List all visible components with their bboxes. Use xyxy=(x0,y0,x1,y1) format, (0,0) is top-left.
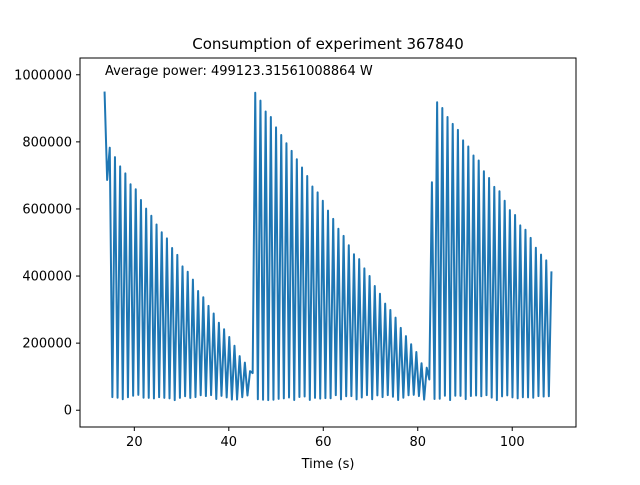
series-line xyxy=(103,91,553,402)
x-tick-label: 20 xyxy=(126,435,143,450)
y-tick-label: 400000 xyxy=(22,270,72,285)
y-axis: 0 200000 400000 600000 800000 1000000 xyxy=(14,68,80,419)
x-tick-label: 100 xyxy=(500,435,525,450)
x-axis: 20 40 60 80 100 xyxy=(126,427,525,450)
plot-frame xyxy=(79,57,577,428)
y-tick-label: 800000 xyxy=(22,135,72,150)
x-tick-label: 80 xyxy=(409,435,426,450)
y-tick-label: 0 xyxy=(64,404,72,419)
x-axis-label: Time (s) xyxy=(301,457,355,472)
y-tick-label: 600000 xyxy=(22,202,72,217)
y-tick-label: 1000000 xyxy=(14,68,72,83)
chart-title: Consumption of experiment 367840 xyxy=(192,35,464,53)
y-tick-label: 200000 xyxy=(22,337,72,352)
x-tick-label: 60 xyxy=(315,435,332,450)
x-tick-label: 40 xyxy=(221,435,238,450)
series-layer xyxy=(103,91,553,402)
average-power-annotation: Average power: 499123.31561008864 W xyxy=(105,64,373,79)
